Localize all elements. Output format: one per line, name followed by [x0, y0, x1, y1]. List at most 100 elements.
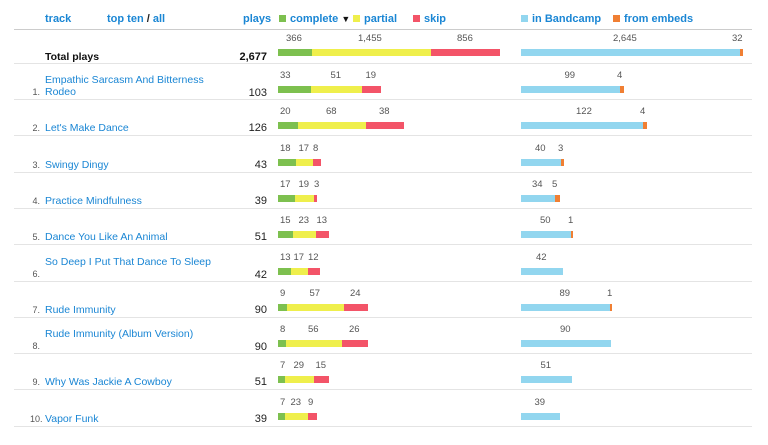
row-divider [14, 316, 752, 318]
track-bandcamp-count: 122 [576, 106, 592, 118]
track-complete-bar [278, 86, 311, 93]
all-link[interactable]: all [152, 13, 166, 25]
track-index: 5. [32, 232, 40, 243]
track-row: 6. So Deep I Put That Dance To Sleep 42 13 1… [14, 246, 752, 282]
track-bandcamp-count: 51 [540, 360, 552, 372]
track-partial-count: 19 [298, 178, 310, 190]
track-embeds-bar [561, 158, 564, 166]
track-index: 1. [32, 87, 40, 97]
skip-legend[interactable]: skip [413, 13, 446, 25]
track-title-link[interactable]: Practice Mindfulness [45, 194, 142, 207]
track-column-header[interactable]: track [45, 13, 72, 25]
track-skip-bar [314, 194, 317, 202]
track-partial-bar [295, 194, 314, 202]
track-bandcamp-count: 42 [536, 251, 547, 263]
track-complete-bar [278, 231, 293, 239]
track-complete-count: 9 [280, 287, 286, 299]
track-embeds-count: 3 [558, 142, 564, 154]
track-partial-bar [285, 376, 314, 384]
track-plays: 90 [254, 341, 267, 354]
header-divider [14, 29, 752, 30]
track-row: 8. Rude Immunity (Album Version) 90 8 56 26 90 [14, 318, 752, 355]
track-title-link[interactable]: Rude Immunity [45, 303, 116, 316]
total-complete-bar [278, 49, 312, 56]
row-divider [14, 280, 752, 282]
track-plays: 39 [254, 194, 267, 207]
row-divider [14, 425, 752, 427]
complete-legend[interactable]: complete ▼ [279, 13, 350, 25]
track-complete-count: 17 [280, 178, 291, 190]
track-complete-bar [278, 267, 291, 275]
embeds-label: from embeds [624, 13, 694, 25]
plays-column-header[interactable]: plays [243, 13, 272, 25]
track-title-link[interactable]: Swingy Dingy [45, 158, 109, 171]
total-plays: 2,677 [239, 51, 267, 63]
track-plays: 39 [254, 412, 267, 425]
track-bandcamp-count: 34 [532, 178, 543, 190]
track-bandcamp-count: 89 [559, 287, 571, 299]
total-embeds-count: 32 [732, 33, 743, 44]
track-embeds-bar [555, 194, 560, 202]
track-skip-bar [362, 86, 381, 93]
embeds-legend: from embeds [613, 13, 693, 25]
track-partial-bar [296, 158, 313, 166]
row-divider [14, 244, 752, 246]
track-bandcamp-bar [521, 303, 610, 311]
track-complete-bar [278, 122, 298, 130]
track-skip-bar [342, 340, 368, 348]
track-bandcamp-count: 40 [535, 142, 546, 154]
track-skip-count: 8 [313, 142, 319, 154]
track-skip-bar [316, 231, 329, 239]
total-skip-count: 856 [457, 33, 473, 44]
track-row: 7. Rude Immunity 90 9 57 24 89 1 [14, 282, 752, 318]
track-skip-bar [314, 376, 329, 384]
row-divider [14, 171, 752, 173]
track-bandcamp-bar [521, 86, 620, 93]
track-partial-bar [298, 122, 366, 130]
track-title-link[interactable]: Empathic Sarcasm And Bitterness Rodeo [45, 74, 204, 98]
partial-swatch-icon [353, 15, 360, 22]
track-title-link[interactable]: So Deep I Put That Dance To Sleep [45, 255, 211, 268]
track-complete-bar [278, 376, 285, 384]
track-embeds-count: 4 [640, 106, 646, 118]
track-plays: 103 [248, 87, 267, 99]
partial-label: partial [364, 13, 398, 25]
row-divider [14, 207, 752, 209]
track-complete-bar [278, 303, 287, 311]
top-ten-link[interactable]: top ten [107, 13, 144, 25]
track-row: 9. Why Was Jackie A Cowboy 51 7 29 15 51 [14, 354, 752, 391]
row-divider [14, 135, 752, 137]
track-index: 3. [32, 159, 40, 170]
track-bandcamp-bar [521, 158, 561, 166]
track-bandcamp-bar [521, 412, 560, 420]
track-bandcamp-bar [521, 194, 555, 202]
track-partial-count: 68 [326, 106, 337, 118]
track-skip-bar [344, 303, 368, 311]
track-row: 2. Let's Make Dance 126 20 68 38 122 4 [14, 100, 752, 137]
track-complete-count: 18 [280, 142, 291, 154]
track-partial-count: 23 [298, 215, 310, 227]
track-plays: 126 [248, 122, 267, 135]
track-partial-bar [286, 340, 342, 348]
track-title-link[interactable]: Why Was Jackie A Cowboy [45, 376, 172, 389]
track-title-link[interactable]: Dance You Like An Animal [45, 231, 168, 244]
track-partial-bar [291, 267, 308, 275]
track-complete-count: 13 [280, 251, 291, 263]
track-title-link[interactable]: Let's Make Dance [45, 122, 129, 135]
total-label: Total plays [45, 51, 100, 63]
track-complete-count: 33 [280, 70, 291, 81]
track-title-link[interactable]: Rude Immunity (Album Version) [45, 328, 194, 341]
complete-label: complete [290, 13, 339, 25]
track-skip-count: 24 [350, 287, 361, 299]
total-partial-count: 1,455 [358, 33, 382, 44]
track-complete-bar [278, 340, 286, 348]
track-title-link[interactable]: Vapor Funk [45, 412, 99, 425]
track-row: 1. Empathic Sarcasm And Bitterness Rodeo 1… [14, 64, 752, 100]
toggle-separator: / [146, 13, 150, 25]
partial-legend[interactable]: partial [353, 13, 397, 25]
track-complete-bar [278, 194, 295, 202]
top-ten-all-toggle: top ten / all [107, 13, 165, 25]
bandcamp-swatch-icon [521, 15, 528, 22]
track-plays: 90 [254, 303, 267, 316]
track-partial-count: 56 [308, 324, 319, 336]
